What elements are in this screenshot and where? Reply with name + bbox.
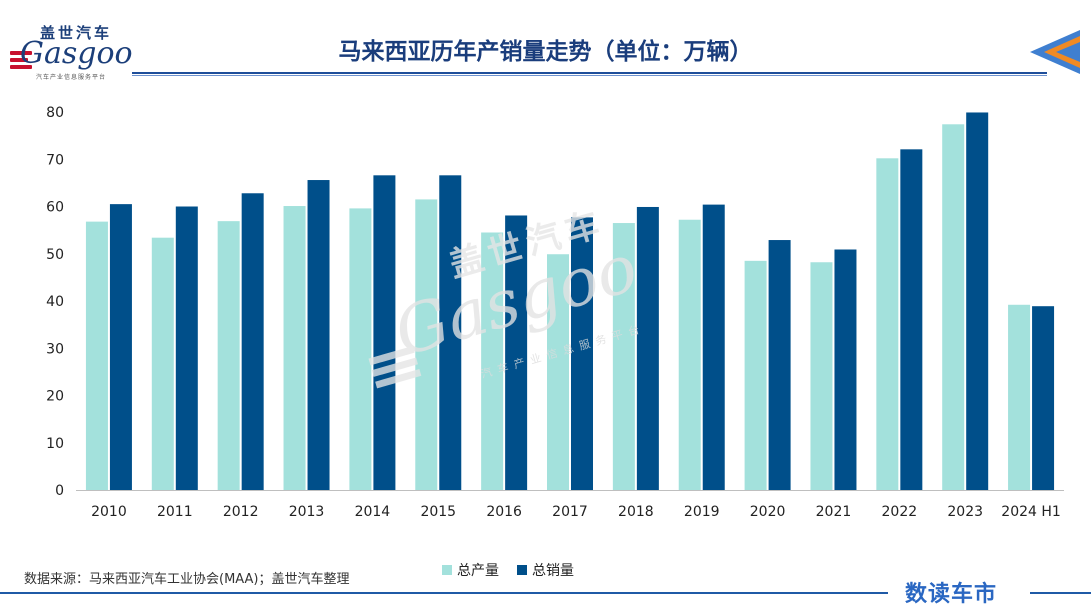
x-tick-label: 2012 xyxy=(223,504,259,520)
bar-sales xyxy=(834,249,857,490)
bar-sales xyxy=(966,112,989,490)
bars-group xyxy=(85,112,1055,491)
bar-production xyxy=(744,260,767,490)
bar-production xyxy=(481,232,504,491)
x-tick-label: 2020 xyxy=(750,504,786,520)
bar-sales xyxy=(505,215,528,491)
bar-sales xyxy=(900,149,923,490)
bar-sales xyxy=(241,193,264,490)
x-tick-label: 2018 xyxy=(618,504,654,520)
x-tick-label: 2011 xyxy=(157,504,193,520)
y-tick-label: 0 xyxy=(55,483,64,499)
x-tick-label: 2021 xyxy=(816,504,852,520)
x-tick-label: 2010 xyxy=(91,504,127,520)
bar-production xyxy=(547,254,569,490)
back-arrow-icon xyxy=(1030,30,1080,74)
bar-production xyxy=(283,206,306,490)
bar-production xyxy=(678,219,701,491)
y-tick-label: 10 xyxy=(46,436,64,452)
legend-label-production: 总产量 xyxy=(457,563,499,579)
legend-swatch-production xyxy=(442,565,452,575)
bar-sales xyxy=(373,175,396,490)
bar-production xyxy=(349,208,372,490)
logo-en-text: Gasgoo xyxy=(20,36,133,71)
x-tick-label: 2022 xyxy=(882,504,918,520)
footer-brand: 数读车市 xyxy=(905,582,998,607)
bar-production xyxy=(151,237,174,490)
watermark-stripes-icon xyxy=(368,345,423,393)
bar-production xyxy=(217,221,240,490)
bar-production xyxy=(810,262,833,490)
footer-line-right xyxy=(1030,592,1091,594)
bar-sales xyxy=(702,204,725,491)
title-underline xyxy=(132,72,1047,74)
bar-sales xyxy=(175,206,198,490)
logo-sub-text: 汽车产业信息服务平台 xyxy=(36,74,107,81)
bar-sales xyxy=(109,204,132,490)
bar-sales xyxy=(636,206,659,490)
bar-production xyxy=(1008,304,1031,490)
bar-production xyxy=(612,223,635,490)
logo-cn-text: 盖世汽车 xyxy=(40,24,113,42)
bar-production xyxy=(415,199,438,490)
y-tick-label: 60 xyxy=(46,200,64,216)
data-source-note: 数据来源：马来西亚汽车工业协会(MAA)；盖世汽车整理 xyxy=(24,572,350,587)
y-tick-label: 80 xyxy=(46,105,64,121)
y-tick-label: 30 xyxy=(46,341,64,357)
x-tick-label: 2013 xyxy=(289,504,325,520)
y-axis: 0 10 20 30 40 50 60 70 80 xyxy=(46,105,64,499)
x-tick-label: 2015 xyxy=(420,504,456,520)
logo-stripes-icon xyxy=(10,51,32,72)
x-tick-label: 2017 xyxy=(552,504,588,520)
bar-sales xyxy=(768,240,791,490)
legend-item-sales: 总销量 xyxy=(517,560,574,580)
bar-sales xyxy=(571,217,593,490)
x-tick-label: 2023 xyxy=(947,504,983,520)
bar-production xyxy=(876,158,899,490)
y-tick-label: 40 xyxy=(46,294,64,310)
bar-production xyxy=(942,124,965,490)
bar-sales xyxy=(307,180,330,491)
y-tick-label: 20 xyxy=(46,389,64,405)
bar-sales xyxy=(439,175,462,490)
title-underline-thin xyxy=(132,75,1047,76)
y-tick-label: 70 xyxy=(46,152,64,168)
x-tick-label: 2019 xyxy=(684,504,720,520)
x-axis: 2010 2011 2012 2013 2014 2015 2016 2017 2018 2019… xyxy=(91,504,1061,520)
chart-legend: 总产量 总销量 xyxy=(442,560,574,580)
page-title: 马来西亚历年产销量走势（单位：万辆） xyxy=(338,39,753,65)
legend-item-production: 总产量 xyxy=(442,560,499,580)
y-tick-label: 50 xyxy=(46,247,64,263)
bar-sales xyxy=(1032,306,1055,490)
x-tick-label: 2016 xyxy=(486,504,522,520)
gasgoo-logo: 盖世汽车 Gasgoo 汽车产业信息服务平台 xyxy=(4,20,133,84)
x-tick-label: 2024 H1 xyxy=(1001,504,1061,520)
legend-label-sales: 总销量 xyxy=(532,563,574,579)
x-tick-label: 2014 xyxy=(355,504,391,520)
legend-swatch-sales xyxy=(517,565,527,575)
footer-line-left xyxy=(0,592,888,594)
bar-production xyxy=(85,221,108,490)
